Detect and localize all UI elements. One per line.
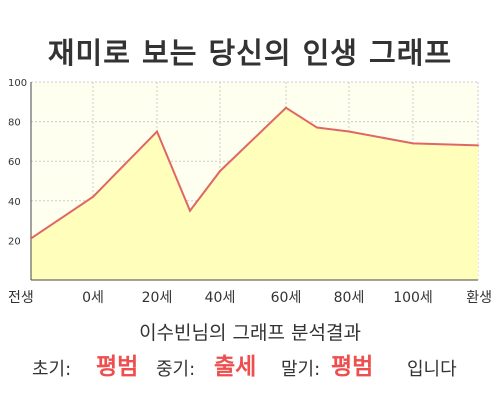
data-point (156, 130, 158, 133)
data-point (316, 126, 318, 129)
x-tick-label: 40세 (205, 290, 236, 306)
late-value: 평범 (331, 354, 374, 380)
data-point (348, 130, 350, 133)
data-point (92, 195, 94, 198)
y-tick-label: 80 (8, 118, 21, 129)
y-tick-label: 20 (8, 236, 21, 247)
data-point (30, 237, 32, 240)
x-tick-label: 전생 (8, 290, 34, 306)
middle-label: 중기: (156, 359, 196, 380)
data-point (477, 144, 479, 147)
x-tick-labels: 전생 0세 20세 40세 60세 80세 100세 환생 (8, 290, 492, 306)
x-tick-label: 80세 (334, 290, 365, 306)
data-point (285, 106, 287, 109)
middle-value: 출세 (214, 354, 257, 380)
late-label: 말기: (281, 359, 321, 380)
y-tick-label: 100 (8, 78, 27, 89)
area-fill (31, 107, 478, 281)
y-tick-label: 40 (8, 197, 21, 208)
x-tick-label: 환생 (466, 290, 492, 306)
x-tick-label: 20세 (142, 290, 173, 306)
data-point (189, 209, 191, 212)
early-label: 초기: (32, 359, 72, 380)
early-value: 평범 (96, 354, 139, 380)
y-tick-label: 60 (8, 157, 21, 168)
series-line (30, 106, 479, 240)
result-heading: 이수빈님의 그래프 분석결과 (139, 322, 361, 344)
y-tick-labels: 20 40 60 80 100 (8, 78, 27, 247)
x-tick-label: 100세 (393, 290, 433, 306)
chart-title: 재미로 보는 당신의 인생 그래프 (47, 36, 453, 70)
x-tick-label: 60세 (271, 290, 302, 306)
axes (30, 82, 478, 281)
data-point (219, 170, 221, 173)
ending-text: 입니다 (407, 359, 457, 380)
data-point (412, 142, 414, 145)
x-tick-label: 0세 (82, 290, 104, 306)
data-points (30, 106, 479, 240)
stage-summary: 초기: 평범 중기: 출세 말기: 평범 입니다 (0, 343, 500, 380)
